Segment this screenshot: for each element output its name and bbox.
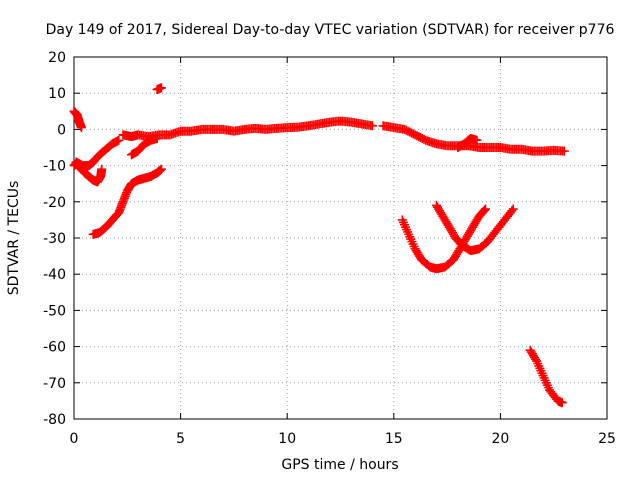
tick-label-layer: 0 5 10 15 20 25 20 10 0 -10 -20 -30 -40 -50 -60 -70 -80 [43, 50, 616, 447]
series-track-mid-low [127, 133, 162, 160]
data-point [508, 204, 518, 214]
y-tick-label: -20 [43, 195, 66, 211]
y-tick-label: -30 [43, 231, 66, 247]
y-tick-label: 20 [48, 50, 66, 66]
x-axis-label: GPS time / hours [281, 457, 398, 473]
series-track-late-band [378, 121, 569, 156]
tick-layer [73, 56, 608, 420]
series-track-main-band [118, 116, 377, 142]
y-tick-label: -60 [43, 340, 66, 356]
series-track-arc-a [397, 204, 490, 274]
chart-title: Day 149 of 2017, Sidereal Day-to-day VTE… [46, 22, 615, 38]
x-tick-label: 20 [491, 431, 509, 447]
data-point [559, 146, 569, 156]
data-point [152, 133, 162, 143]
y-tick-label: -50 [43, 303, 66, 319]
data-point [156, 83, 166, 93]
y-tick-label: 0 [57, 122, 66, 138]
data-point [480, 204, 490, 214]
x-tick-label: 10 [278, 431, 296, 447]
y-tick-label: -80 [43, 412, 66, 428]
series-track-late-bump [453, 133, 482, 152]
x-tick-label: 15 [385, 431, 403, 447]
series-track-near-zero-start [69, 106, 86, 133]
data-point [479, 205, 489, 215]
data-point [472, 135, 482, 145]
data-point [114, 135, 124, 145]
x-tick-label: 0 [70, 431, 79, 447]
x-tick-label: 5 [176, 431, 185, 447]
series-track-end-drop [525, 345, 567, 408]
series-layer [69, 83, 569, 408]
series-track-low-arc [88, 164, 166, 239]
series-track-arc-b [431, 200, 518, 256]
data-point [367, 121, 377, 131]
y-tick-label: 10 [48, 86, 66, 102]
y-axis-label: SDTVAR / TECUs [6, 181, 22, 296]
data-point [557, 398, 567, 408]
data-point [76, 123, 86, 133]
data-point [507, 206, 517, 216]
data-point [97, 164, 107, 174]
grid-layer [74, 57, 607, 419]
series-track-spike [152, 83, 166, 95]
y-tick-label: -10 [43, 159, 66, 175]
series-track-early-rise [71, 135, 124, 171]
y-tick-label: -40 [43, 267, 66, 283]
data-point [531, 354, 541, 364]
y-tick-label: -70 [43, 376, 66, 392]
x-tick-label: 25 [598, 431, 616, 447]
data-point [156, 164, 166, 174]
